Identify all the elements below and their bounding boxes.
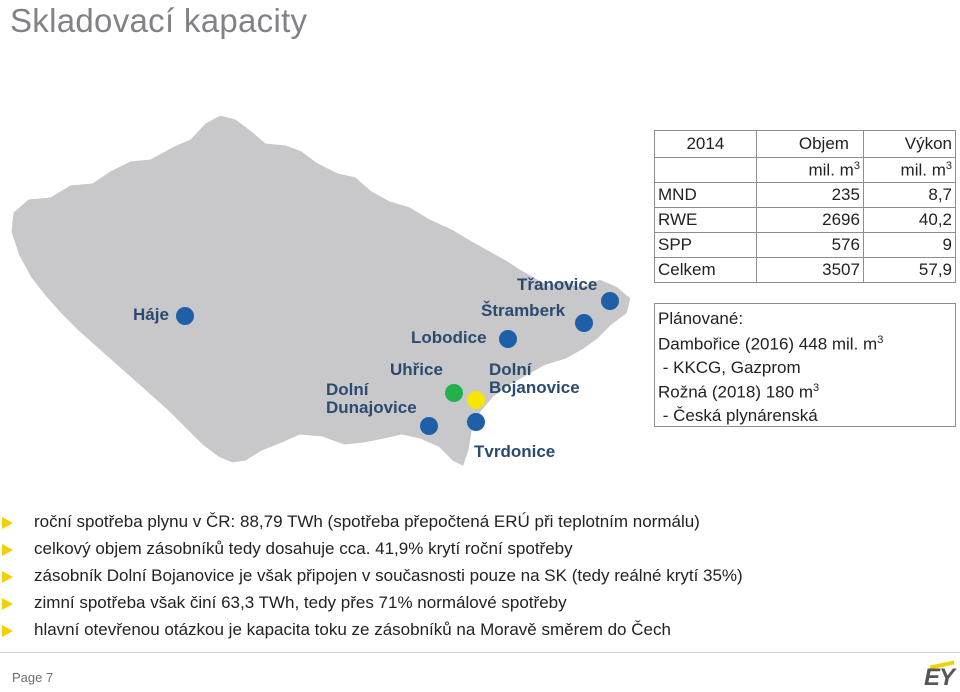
unit-volume-text: mil. m (808, 160, 854, 180)
unit-empty (654, 157, 757, 183)
row-volume: 235 (755, 182, 864, 208)
bullet-text: hlavní otevřenou otázkou je kapacita tok… (34, 620, 671, 639)
header-year: 2014 (654, 130, 757, 158)
unit-volume-exp: 3 (853, 159, 860, 172)
storage-marker-lobodice (499, 330, 517, 348)
unit-volume: mil. m3 (755, 157, 864, 183)
map-label-dolni-bojanovice-line2: Bojanovice (489, 378, 580, 397)
map-label-dolni-dunajovice: Dolní Dunajovice (326, 381, 417, 417)
list-item: hlavní otevřenou otázkou je kapacita tok… (2, 618, 743, 645)
map-label-tvrdonice: Tvrdonice (474, 442, 556, 461)
row-name: SPP (654, 232, 757, 258)
list-item: zimní spotřeba však činí 63,3 TWh, tedy … (2, 591, 743, 618)
planned-damborice: Dambořice (2016) 448 mil. m3 (658, 334, 883, 355)
table-row: SPP 576 9 (654, 232, 957, 258)
map-label-tranovice: Třanovice (517, 275, 598, 294)
row-volume: 2696 (755, 207, 864, 233)
bullet-text: zásobník Dolní Bojanovice je však připoj… (34, 566, 743, 585)
planned-rozna: Rožná (2018) 180 m3 (658, 382, 819, 403)
row-name: MND (654, 182, 757, 208)
map-label-haje: Háje (133, 305, 169, 324)
planned-heading: Plánované: (658, 309, 744, 328)
capacity-table: 2014 Objem Výkon mil. m3 mil. m3 MND 235… (654, 130, 957, 283)
table-row: RWE 2696 40,2 (654, 207, 957, 233)
planned-rozna-investor: - Česká plynárenská (658, 406, 818, 425)
bullet-text: celkový objem zásobníků tedy dosahuje cc… (34, 539, 573, 558)
storage-marker-dolni-dunajovice (420, 417, 438, 435)
map-outline (8, 112, 634, 471)
page-title: Skladovací kapacity (10, 2, 308, 39)
map-label-dolni-dunajovice-line1: Dolní (326, 380, 369, 399)
bullet-arrow-icon (2, 571, 13, 583)
map-label-dolni-bojanovice: Dolní Bojanovice (489, 361, 580, 397)
storage-marker-stramberk (575, 314, 593, 332)
map-label-dolni-bojanovice-line1: Dolní (489, 360, 532, 379)
bullet-arrow-icon (2, 544, 13, 556)
table-header-row: 2014 Objem Výkon (654, 130, 957, 158)
map-label-lobodice: Lobodice (411, 328, 487, 347)
row-volume: 3507 (755, 257, 864, 283)
row-name: RWE (654, 207, 757, 233)
planned-damborice-text: Dambořice (2016) 448 mil. m (658, 334, 878, 354)
row-volume: 576 (755, 232, 864, 258)
unit-output: mil. m3 (862, 157, 957, 183)
list-item: zásobník Dolní Bojanovice je však připoj… (2, 564, 743, 591)
row-output: 8,7 (862, 182, 957, 208)
planned-damborice-investor: - KKCG, Gazprom (658, 358, 801, 377)
unit-output-text: mil. m (900, 160, 946, 180)
map-label-uhrice: Uhřice (390, 360, 443, 379)
planned-rozna-text: Rožná (2018) 180 m (658, 382, 813, 402)
table-unit-row: mil. m3 mil. m3 (654, 157, 957, 183)
bullet-arrow-icon (2, 625, 13, 637)
ey-logo: EY (924, 664, 955, 691)
row-name: Celkem (654, 257, 757, 283)
storage-marker-tvrdonice (467, 413, 485, 431)
storage-marker-haje (176, 307, 194, 325)
unit-output-exp: 3 (945, 159, 952, 172)
header-volume: Objem (755, 130, 864, 158)
bullet-arrow-icon (2, 598, 13, 610)
list-item: roční spotřeba plynu v ČR: 88,79 TWh (sp… (2, 510, 743, 537)
storage-marker-tranovice (601, 292, 619, 310)
planned-damborice-exp: 3 (877, 334, 884, 346)
footer-divider (0, 652, 960, 653)
planned-rozna-exp: 3 (812, 382, 820, 394)
row-output: 40,2 (862, 207, 957, 233)
row-output: 57,9 (862, 257, 957, 283)
bullet-arrow-icon (2, 517, 13, 529)
table-row: MND 235 8,7 (654, 182, 957, 208)
row-output: 9 (862, 232, 957, 258)
storage-marker-uhrice (445, 384, 463, 402)
page-number: Page 7 (12, 670, 54, 685)
bullet-text: roční spotřeba plynu v ČR: 88,79 TWh (sp… (34, 512, 700, 531)
header-output: Výkon (862, 130, 957, 158)
bullet-text: zimní spotřeba však činí 63,3 TWh, tedy … (34, 593, 567, 612)
bullet-list: roční spotřeba plynu v ČR: 88,79 TWh (sp… (2, 510, 743, 645)
map-label-stramberk: Štramberk (481, 301, 566, 320)
czech-republic-map: Háje Třanovice Štramberk Lobodice Uhřice… (0, 100, 650, 480)
table-row: Celkem 3507 57,9 (654, 257, 957, 283)
planned-storage-box: Plánované: Dambořice (2016) 448 mil. m3 … (654, 303, 956, 427)
storage-marker-dolni-bojanovice (467, 391, 485, 409)
list-item: celkový objem zásobníků tedy dosahuje cc… (2, 537, 743, 564)
map-label-dolni-dunajovice-line2: Dunajovice (326, 398, 417, 417)
czech-republic-shape (8, 112, 634, 471)
